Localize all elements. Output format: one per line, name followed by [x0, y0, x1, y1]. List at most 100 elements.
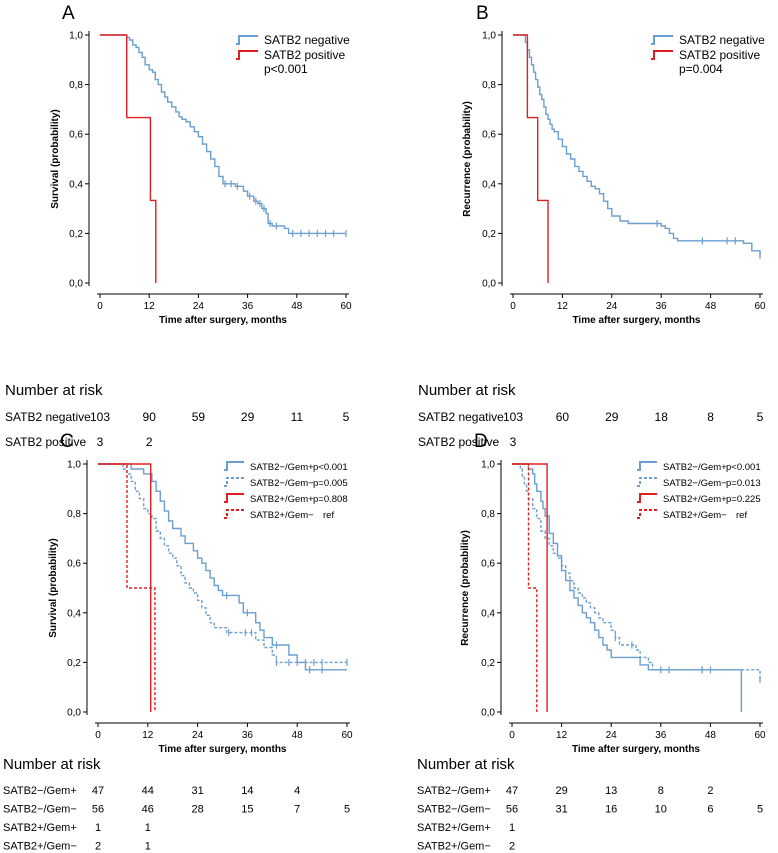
legend-label: SATB2 negative [264, 33, 350, 47]
risk-value: 1 [145, 841, 151, 853]
y-tick-label: 0,0 [482, 279, 496, 290]
risk-value: 47 [506, 785, 518, 797]
risk-value: 5 [343, 410, 350, 424]
risk-value: 46 [142, 804, 154, 816]
x-tick-label: 0 [95, 730, 101, 741]
risk-table-title: Number at risk [5, 382, 103, 399]
x-tick-label: 60 [754, 301, 766, 312]
panel-b: B 0,0 0,2 0,4 0,6 0,8 1,0 0 12 24 36 48 60 Time after… [418, 3, 766, 449]
risk-table: Number at risk SATB2−/Gem+ 47 44 31 14 4 SATB2−… [3, 756, 350, 853]
y-tick-label: 0,8 [481, 509, 495, 520]
series-line-1 [100, 34, 346, 235]
y-tick-label: 0,8 [482, 80, 496, 91]
risk-value: 3 [510, 435, 517, 449]
risk-value: 90 [143, 410, 157, 424]
risk-row-label: SATB2−/Gem+ [417, 785, 491, 797]
risk-row-label: SATB2 negative [418, 410, 504, 424]
y-axis-label: Recurrence (probability) [460, 530, 471, 646]
panel-letter: B [476, 3, 489, 24]
risk-value: 2 [509, 841, 515, 853]
risk-table: Number at risk SATB2 negative 103 90 59 29 11 5… [5, 382, 350, 449]
legend-pvalue: p<0.001 [726, 462, 761, 473]
y-tick-label: 0,0 [481, 708, 495, 719]
legend-swatch [637, 509, 657, 519]
legend-pvalue: p=0.005 [313, 478, 348, 489]
y-tick-label: 0,8 [69, 80, 83, 91]
legend-pvalue: ref [323, 510, 334, 521]
legend-label: SATB2 positive [679, 48, 760, 62]
risk-value: 103 [90, 410, 110, 424]
x-tick-label: 0 [97, 301, 103, 312]
x-tick-label: 60 [341, 730, 353, 741]
series-line-1 [512, 463, 743, 712]
risk-value: 13 [605, 785, 617, 797]
x-tick-label: 36 [242, 301, 254, 312]
y-tick-label: 1,0 [481, 460, 495, 471]
legend-swatch [224, 509, 244, 519]
risk-value: 103 [503, 410, 523, 424]
x-tick-label: 12 [144, 301, 156, 312]
legend-swatch [637, 461, 657, 471]
x-tick-label: 24 [606, 730, 618, 741]
y-tick-label: 0,0 [67, 708, 81, 719]
y-tick-label: 0,2 [69, 229, 83, 240]
legend-label: SATB2−/Gem− [663, 478, 727, 489]
x-tick-label: 24 [192, 730, 204, 741]
legend-label: SATB2+/Gem− [250, 510, 314, 521]
series-line-2 [98, 463, 347, 664]
legend: SATB2−/Gem+ p<0.001 SATB2−/Gem− p=0.013 SATB… [637, 461, 761, 521]
legend-pvalue: p=0.808 [313, 494, 348, 505]
series-line-2 [100, 34, 157, 283]
legend-pvalue: p=0.225 [726, 494, 761, 505]
risk-value: 7 [294, 804, 300, 816]
risk-value: 56 [92, 804, 104, 816]
legend-label: SATB2+/Gem+ [663, 494, 727, 505]
x-tick-label: 36 [655, 730, 667, 741]
y-tick-label: 0,4 [481, 608, 495, 619]
legend-label: SATB2 positive [264, 48, 345, 62]
risk-value: 1 [95, 822, 101, 834]
legend-label: SATB2+/Gem− [663, 510, 727, 521]
x-tick-label: 36 [656, 301, 668, 312]
risk-value: 2 [707, 785, 713, 797]
risk-value: 15 [241, 804, 253, 816]
y-tick-label: 0,6 [67, 559, 81, 570]
risk-row-label: SATB2 positive [5, 435, 86, 449]
legend-label: SATB2−/Gem+ [663, 462, 727, 473]
x-tick-label: 0 [510, 301, 516, 312]
risk-value: 28 [191, 804, 203, 816]
risk-value: 31 [191, 785, 203, 797]
y-tick-label: 0,6 [481, 559, 495, 570]
risk-value: 11 [291, 410, 304, 424]
risk-value: 18 [655, 410, 669, 424]
risk-value: 60 [556, 410, 570, 424]
risk-row-label: SATB2+/Gem+ [3, 822, 77, 834]
y-tick-label: 0,6 [482, 130, 496, 141]
x-tick-label: 36 [242, 730, 254, 741]
y-axis-label: Recurrence (probability) [462, 101, 473, 217]
y-tick-label: 0,6 [69, 130, 83, 141]
y-tick-label: 1,0 [67, 460, 81, 471]
risk-value: 8 [658, 785, 664, 797]
risk-value: 1 [145, 822, 151, 834]
risk-value: 5 [344, 804, 350, 816]
x-axis-label: Time after surgery, months [159, 744, 287, 755]
x-tick-label: 48 [292, 730, 304, 741]
risk-value: 29 [555, 785, 567, 797]
legend-label: SATB2+/Gem+ [250, 494, 314, 505]
risk-value: 44 [142, 785, 154, 797]
risk-value: 59 [192, 410, 206, 424]
risk-value: 29 [241, 410, 255, 424]
x-tick-label: 48 [291, 301, 303, 312]
y-tick-label: 1,0 [69, 31, 83, 42]
risk-row-label: SATB2−/Gem− [417, 804, 491, 816]
risk-row-label: SATB2+/Gem+ [417, 822, 491, 834]
risk-value: 29 [605, 410, 619, 424]
risk-row-label: SATB2 negative [5, 410, 91, 424]
series-line-3 [98, 463, 152, 712]
legend-swatch [236, 50, 258, 60]
legend-swatch [224, 477, 244, 487]
